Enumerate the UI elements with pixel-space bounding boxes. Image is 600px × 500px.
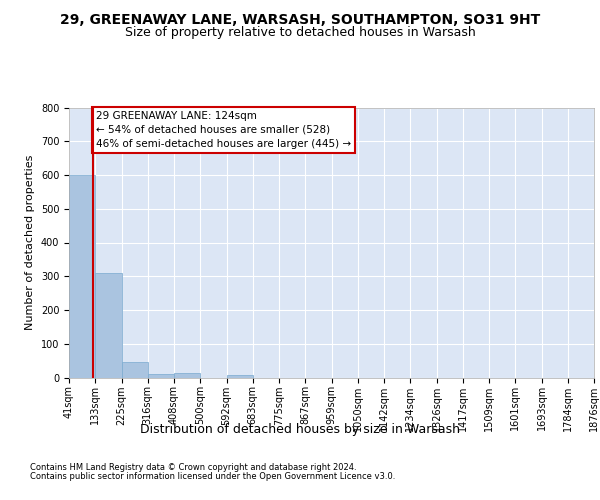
- Bar: [174, 373, 200, 378]
- Text: Size of property relative to detached houses in Warsash: Size of property relative to detached ho…: [125, 26, 475, 39]
- Text: Distribution of detached houses by size in Warsash: Distribution of detached houses by size …: [140, 422, 460, 436]
- Bar: [227, 375, 253, 378]
- Bar: [95, 273, 122, 378]
- Text: Contains public sector information licensed under the Open Government Licence v3: Contains public sector information licen…: [30, 472, 395, 481]
- Text: 29, GREENAWAY LANE, WARSASH, SOUTHAMPTON, SO31 9HT: 29, GREENAWAY LANE, WARSASH, SOUTHAMPTON…: [60, 12, 540, 26]
- Bar: [148, 374, 174, 378]
- Bar: [122, 362, 148, 378]
- Y-axis label: Number of detached properties: Number of detached properties: [25, 155, 35, 330]
- Text: 29 GREENAWAY LANE: 124sqm
← 54% of detached houses are smaller (528)
46% of semi: 29 GREENAWAY LANE: 124sqm ← 54% of detac…: [96, 111, 351, 149]
- Bar: [69, 175, 95, 378]
- Text: Contains HM Land Registry data © Crown copyright and database right 2024.: Contains HM Land Registry data © Crown c…: [30, 463, 356, 472]
